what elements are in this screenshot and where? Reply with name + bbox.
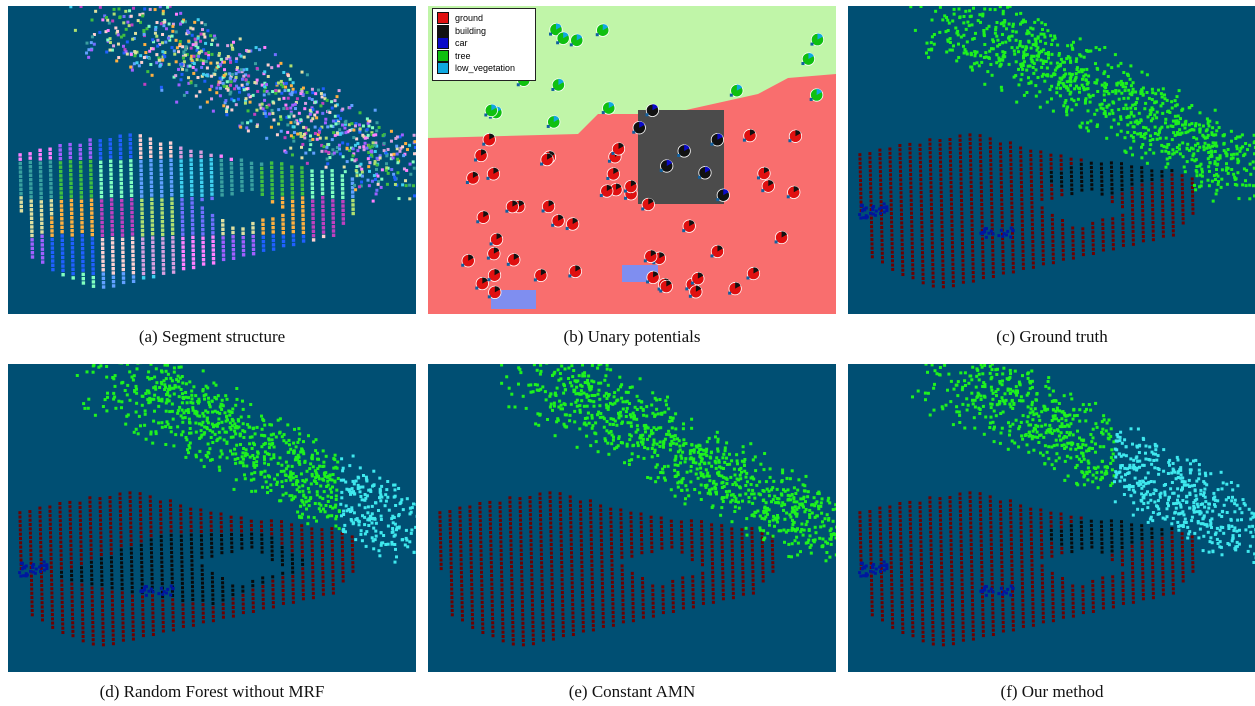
caption-d: (d) Random Forest without MRF	[99, 682, 325, 701]
segment-structure-plot	[8, 6, 416, 314]
caption-f: (f) Our method	[1000, 682, 1104, 701]
legend-item-tree: tree	[437, 49, 531, 63]
panel-e-constant-amn	[428, 364, 836, 672]
constant-amn-plot	[428, 364, 836, 672]
panel-c-ground-truth	[848, 6, 1255, 314]
legend-label-car: car	[455, 38, 468, 49]
legend-swatch-low-vegetation	[437, 62, 449, 75]
legend-item-low-vegetation: low_vegetation	[437, 62, 531, 75]
legend-item-ground: ground	[437, 12, 531, 25]
legend-item-car: car	[437, 37, 531, 50]
caption-c: (c) Ground truth	[996, 327, 1108, 346]
legend-swatch-tree	[437, 49, 449, 62]
ground-truth-plot	[848, 6, 1255, 314]
legend-label-low-vegetation: low_vegetation	[455, 63, 516, 74]
random-forest-plot	[8, 364, 416, 672]
caption-a: (a) Segment structure	[138, 327, 286, 346]
legend: ground building car tree low_vegetation	[432, 8, 536, 81]
our-method-plot	[848, 364, 1255, 672]
legend-item-building: building	[437, 24, 531, 38]
panel-a-segment-structure	[8, 6, 416, 314]
legend-swatch-building	[437, 24, 449, 37]
panel-f-our-method	[848, 364, 1255, 672]
panel-b-unary-potentials: ground building car tree low_vegetation	[428, 6, 836, 314]
legend-label-ground: ground	[455, 13, 484, 24]
legend-swatch-ground	[437, 12, 449, 25]
panel-d-random-forest	[8, 364, 416, 672]
caption-e: (e) Constant AMN	[568, 682, 696, 701]
legend-label-building: building	[455, 25, 487, 36]
caption-b: (b) Unary potentials	[563, 327, 701, 346]
legend-label-tree: tree	[455, 50, 471, 61]
legend-swatch-car	[437, 37, 449, 50]
